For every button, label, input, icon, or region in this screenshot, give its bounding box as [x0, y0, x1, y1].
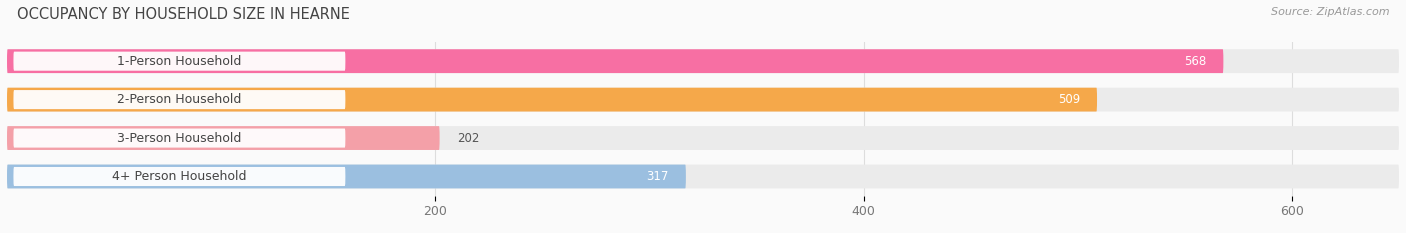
FancyBboxPatch shape: [7, 49, 1223, 73]
FancyBboxPatch shape: [14, 129, 346, 147]
Text: 509: 509: [1057, 93, 1080, 106]
FancyBboxPatch shape: [7, 88, 1097, 112]
FancyBboxPatch shape: [14, 52, 346, 71]
Text: 4+ Person Household: 4+ Person Household: [112, 170, 246, 183]
Text: 2-Person Household: 2-Person Household: [117, 93, 242, 106]
FancyBboxPatch shape: [7, 49, 1399, 73]
Text: OCCUPANCY BY HOUSEHOLD SIZE IN HEARNE: OCCUPANCY BY HOUSEHOLD SIZE IN HEARNE: [17, 7, 350, 22]
FancyBboxPatch shape: [7, 164, 1399, 188]
FancyBboxPatch shape: [7, 164, 686, 188]
Text: Source: ZipAtlas.com: Source: ZipAtlas.com: [1271, 7, 1389, 17]
Text: 317: 317: [647, 170, 669, 183]
Text: 202: 202: [457, 132, 479, 144]
Text: 3-Person Household: 3-Person Household: [117, 132, 242, 144]
FancyBboxPatch shape: [7, 88, 1399, 112]
Text: 1-Person Household: 1-Person Household: [117, 55, 242, 68]
FancyBboxPatch shape: [14, 167, 346, 186]
FancyBboxPatch shape: [14, 90, 346, 109]
FancyBboxPatch shape: [7, 126, 440, 150]
Text: 568: 568: [1184, 55, 1206, 68]
FancyBboxPatch shape: [7, 126, 1399, 150]
